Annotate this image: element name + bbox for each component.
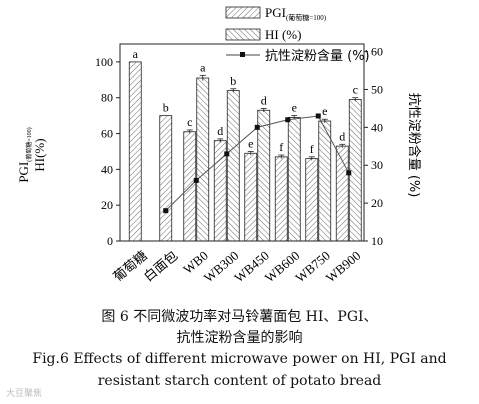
caption-zh-line2: 抗性淀粉含量的影响	[176, 330, 303, 346]
y-right-tick-label: 50	[371, 82, 383, 96]
bar-hi	[196, 77, 210, 242]
y-right-tick-label: 60	[371, 45, 383, 59]
bar-hi	[257, 109, 271, 242]
bar-hi	[318, 120, 332, 242]
bar-pgi	[244, 152, 258, 242]
y-left-label-sub: (葡萄糖=100)	[25, 127, 33, 161]
y-right-tick-label: 40	[371, 120, 383, 134]
point-resistant-starch	[224, 151, 230, 157]
letter-pgi: d	[217, 124, 223, 138]
svg-text:PGI(葡萄糖=100): PGI(葡萄糖=100)	[16, 127, 33, 182]
letter-pgi: e	[248, 136, 253, 150]
bar-hi	[348, 99, 362, 242]
letter-hi: e	[322, 104, 327, 118]
plot-frame	[119, 43, 365, 242]
letter-hi: e	[292, 101, 297, 115]
legend: PGI(葡萄糖=100) HI (%) 抗性淀粉含量 (%)	[225, 5, 370, 64]
x-tick-label: WB900	[323, 248, 364, 285]
legend-marker-rs	[240, 52, 245, 57]
watermark: 大豆聚焦	[6, 389, 43, 399]
letter-pgi: c	[187, 115, 192, 129]
y-right-tick-label: 10	[371, 234, 383, 248]
plot-area: 020406080100102030405060a葡萄糖b白面包caWB0dbW…	[95, 43, 383, 285]
y-left-title: PGI(葡萄糖=100) HI(%)	[16, 127, 47, 182]
letter-pgi: f	[279, 140, 283, 154]
caption-zh-line1: 图 6 不同微波功率对马铃薯面包 HI、PGI、	[101, 309, 378, 325]
y-right-tick-label: 20	[371, 196, 383, 210]
letter-pgi: f	[310, 142, 314, 156]
y-right-title: 抗性淀粉含量 (%)	[406, 93, 422, 198]
y-left-tick-label: 60	[101, 127, 113, 141]
letter-hi: c	[353, 83, 358, 97]
letter-pgi: d	[339, 129, 345, 143]
y-left-tick-label: 80	[101, 91, 113, 105]
point-resistant-starch	[193, 177, 199, 183]
bar-pgi	[159, 115, 173, 242]
caption-en-line1: Fig.6 Effects of different microwave pow…	[32, 351, 447, 367]
point-resistant-starch	[346, 170, 352, 176]
bar-pgi	[274, 156, 288, 242]
chart: PGI(葡萄糖=100) HI (%) 抗性淀粉含量 (%) 0 20 40 60 80…	[16, 5, 422, 285]
legend-label-pgi: PGI(葡萄糖=100)	[265, 5, 327, 22]
point-resistant-starch	[163, 208, 169, 214]
bar-hi	[287, 117, 301, 242]
letter-pgi: a	[133, 47, 139, 61]
bar-pgi	[128, 61, 142, 242]
legend-label-rs: 抗性淀粉含量 (%)	[265, 48, 370, 64]
y-right-tick-label: 30	[371, 158, 383, 172]
legend-swatch-hi	[225, 28, 261, 41]
y-left-tick-label: 0	[107, 234, 113, 248]
x-tick-label: 葡萄糖	[110, 248, 150, 285]
x-tick-label: 白面包	[141, 248, 181, 285]
caption-en-line2: resistant starch content of potato bread	[97, 373, 382, 389]
bar-hi	[226, 90, 240, 242]
legend-label-hi: HI (%)	[265, 27, 301, 42]
point-resistant-starch	[315, 113, 321, 119]
letter-hi: d	[261, 93, 267, 107]
y-left-tick-label: 20	[101, 198, 113, 212]
y-left-tick-label: 100	[95, 55, 113, 69]
letter-pgi: b	[163, 101, 169, 115]
point-resistant-starch	[285, 117, 291, 123]
letter-hi: b	[230, 74, 236, 88]
letter-hi: a	[200, 60, 206, 74]
y-left-label-main: PGI	[16, 162, 31, 183]
y-left-tick-label: 40	[101, 162, 113, 176]
bar-pgi	[305, 158, 319, 242]
legend-swatch-pgi	[225, 6, 261, 19]
point-resistant-starch	[254, 124, 260, 130]
y-left-label-second: HI(%)	[32, 138, 47, 171]
